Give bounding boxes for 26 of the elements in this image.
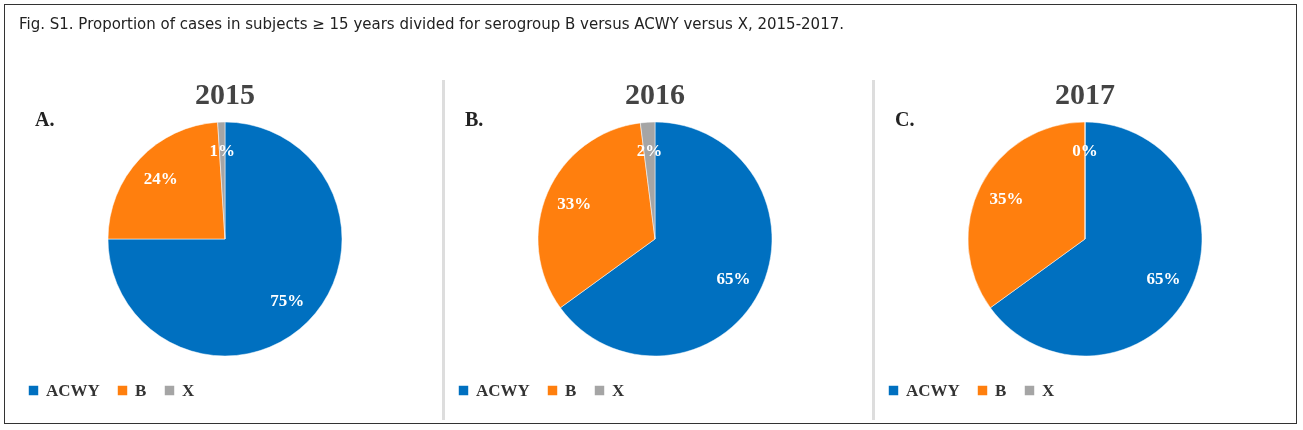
chart-title: 2016 [625,77,685,110]
chart-title: 2017 [1055,77,1115,110]
legend-label: B [995,380,1007,400]
text: C. [895,108,915,131]
legend-label: ACWY [46,380,100,400]
data-label: 24% [143,168,178,188]
legend-label: X [1042,380,1055,400]
legend-label: ACWY [476,380,530,400]
data-label: 2% [636,141,663,161]
legend-label: X [612,380,625,400]
legend-label: B [135,380,147,400]
text: B. [465,108,484,131]
legend-label: B [565,380,577,400]
legend-label: X [182,380,195,400]
text: A. [35,108,55,131]
legend-label: ACWY [906,380,960,400]
data-label: 65% [716,268,751,288]
chart-title: 2015 [195,77,255,110]
pie-slice [107,121,343,357]
caption: Fig. S1. Proportion of cases in subjects ≥ 15 years divided for serogroup B versus ACWY versus X, 2015-2017. [19,15,844,33]
data-label: 33% [557,194,592,214]
data-label: 75% [270,291,305,311]
data-label: 65% [1146,268,1181,288]
data-label: 1% [209,141,235,161]
text: 0% [1072,141,1098,160]
data-label: 35% [989,189,1024,209]
